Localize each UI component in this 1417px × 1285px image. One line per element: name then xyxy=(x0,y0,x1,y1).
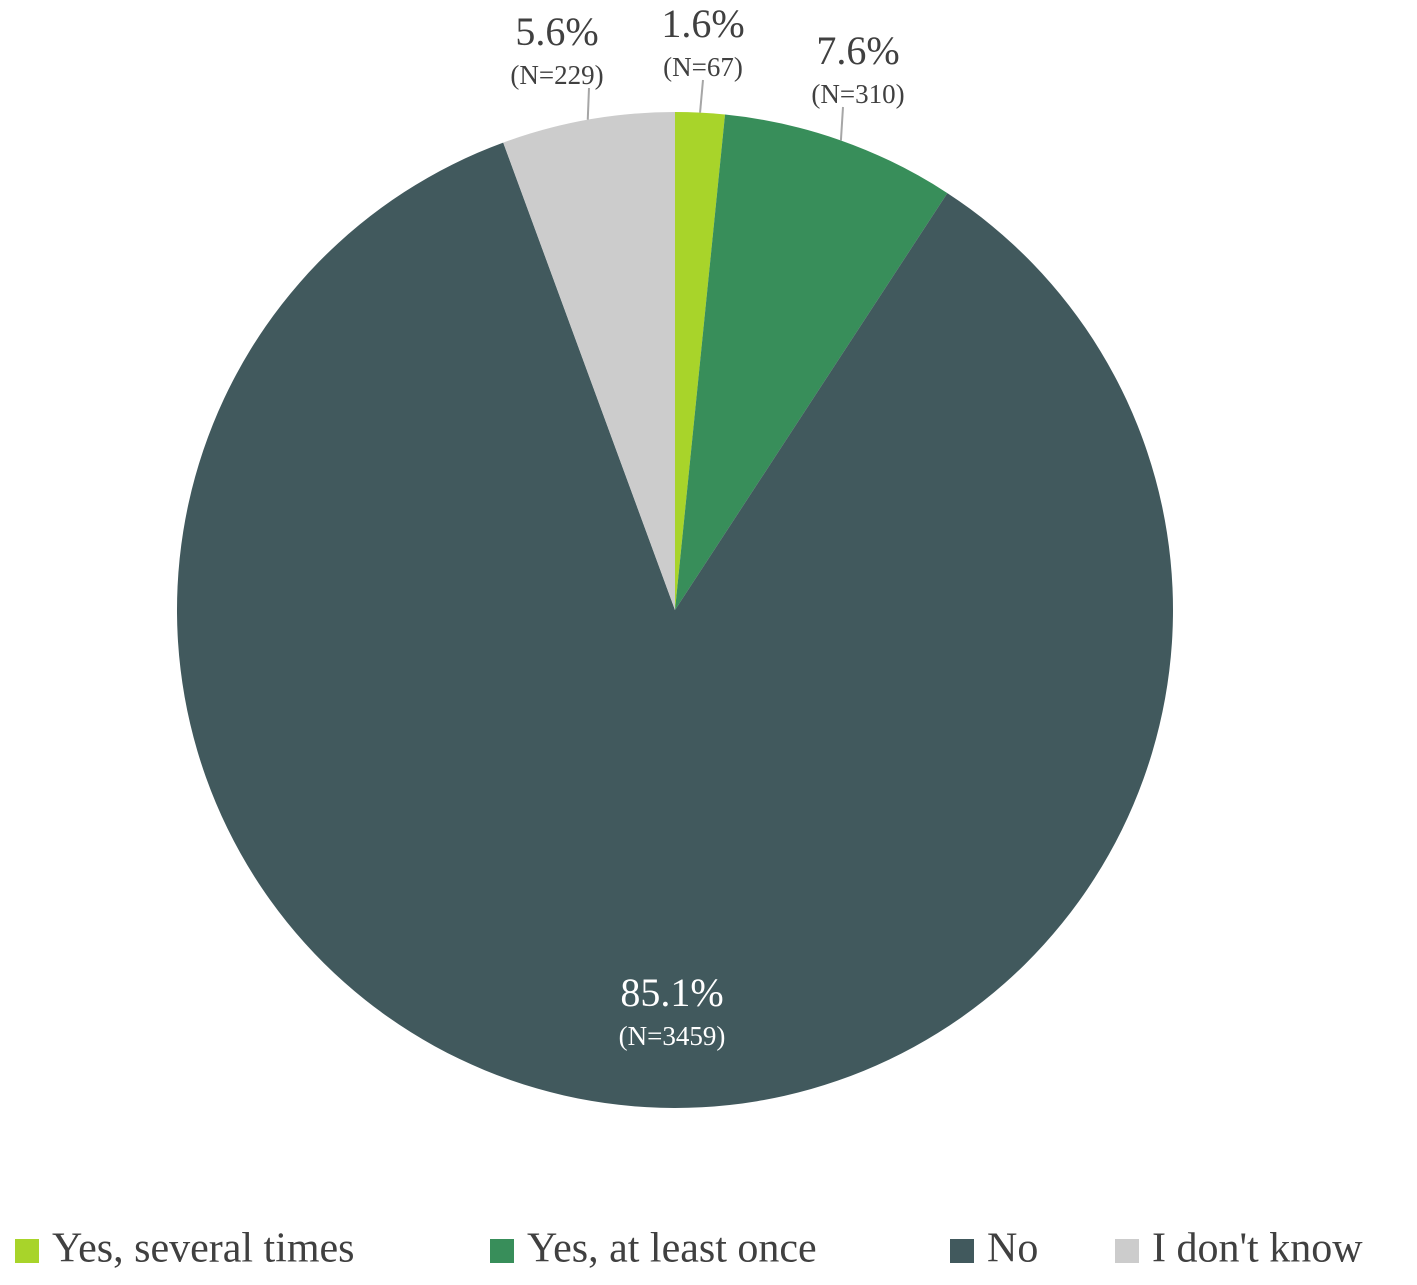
legend-swatch xyxy=(490,1239,514,1263)
leader-line xyxy=(839,106,844,141)
pie-slice xyxy=(503,111,675,610)
legend-swatch xyxy=(15,1239,39,1263)
pie-slice xyxy=(675,112,726,610)
leader-line xyxy=(699,79,704,113)
legend-swatch xyxy=(1115,1239,1139,1263)
value-label: 7.6% xyxy=(816,28,899,73)
legend-swatch xyxy=(950,1239,974,1263)
value-label: 5.6% xyxy=(515,9,598,54)
legend-label: No xyxy=(987,1226,1038,1272)
pie-slice xyxy=(176,142,1173,1108)
sample-label: (N=229) xyxy=(510,60,603,90)
leader-line xyxy=(586,87,590,120)
pie-slice xyxy=(675,114,948,611)
sample-label: (N=67) xyxy=(663,52,743,82)
legend-label: I don't know xyxy=(1152,1226,1363,1272)
sample-label: (N=3459) xyxy=(619,1021,726,1051)
value-label: 85.1% xyxy=(620,970,723,1015)
legend-label: Yes, several times xyxy=(52,1226,355,1272)
value-label: 1.6% xyxy=(661,1,744,46)
legend-label: Yes, at least once xyxy=(527,1226,817,1272)
sample-label: (N=310) xyxy=(811,79,904,109)
